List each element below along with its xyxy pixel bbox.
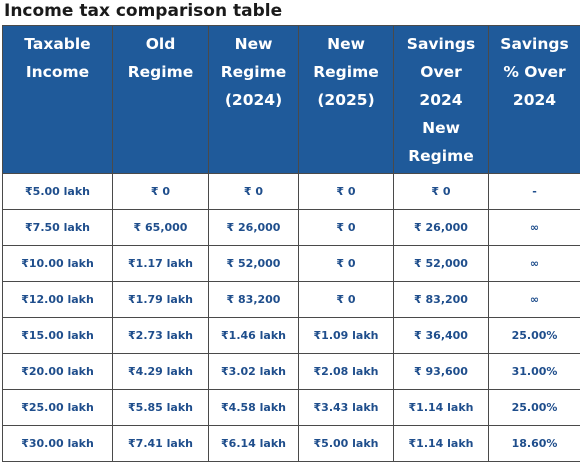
- cell-taxable-income: ₹30.00 lakh: [2, 425, 113, 462]
- page-title: Income tax comparison table: [4, 1, 283, 21]
- cell-new-regime-2024: ₹ 0: [208, 173, 299, 210]
- header-row: Taxable Income Old Regime New Regime (2024) New…: [2, 25, 580, 174]
- table-body: ₹5.00 lakh ₹ 0 ₹ 0 ₹ 0 ₹ 0- ₹7.50 lakh ₹ 65,00…: [2, 173, 580, 462]
- cell-new-regime-2024: ₹ 26,000: [208, 209, 299, 246]
- cell-taxable-income: ₹7.50 lakh: [2, 209, 113, 246]
- cell-savings-over-2024: ₹ 83,200: [393, 281, 489, 318]
- cell-savings-over-2024: ₹ 52,000: [393, 245, 489, 282]
- cell-savings-percent: 18.60%: [488, 425, 580, 462]
- header-line: (2024): [224, 91, 283, 109]
- cell-old-regime: ₹ 0: [112, 173, 209, 210]
- cell-new-regime-2025: ₹ 0: [298, 245, 394, 282]
- header-line: 2024: [512, 91, 557, 109]
- cell-new-regime-2024: ₹3.02 lakh: [208, 353, 299, 390]
- cell-new-regime-2024: ₹6.14 lakh: [208, 425, 299, 462]
- income-tax-comparison-table: Taxable Income Old Regime New Regime (2024) New…: [2, 25, 580, 462]
- cell-savings-percent: 31.00%: [488, 353, 580, 390]
- header-new-regime-2024: New Regime (2024): [208, 25, 299, 174]
- header-line: Taxable: [24, 35, 91, 53]
- cell-new-regime-2025: ₹ 0: [298, 209, 394, 246]
- header-line: Income: [25, 63, 90, 81]
- header-line: (2025): [317, 91, 375, 109]
- cell-savings-percent: 25.00%: [488, 317, 580, 354]
- cell-taxable-income: ₹15.00 lakh: [2, 317, 113, 354]
- header-line: Regime: [220, 63, 287, 81]
- table-row: ₹30.00 lakh ₹7.41 lakh ₹6.14 lakh ₹5.00 lak…: [2, 425, 580, 462]
- cell-savings-over-2024: ₹1.14 lakh: [393, 389, 489, 426]
- cell-savings-over-2024: ₹1.14 lakh: [393, 425, 489, 462]
- cell-savings-percent: ∞: [488, 245, 580, 282]
- cell-old-regime: ₹5.85 lakh: [112, 389, 209, 426]
- cell-taxable-income: ₹12.00 lakh: [2, 281, 113, 318]
- table-row: ₹20.00 lakh ₹4.29 lakh ₹3.02 lakh ₹2.08 lak…: [2, 353, 580, 390]
- header-new-regime-2025: New Regime (2025): [298, 25, 394, 174]
- cell-savings-percent: ∞: [488, 281, 580, 318]
- cell-new-regime-2024: ₹ 83,200: [208, 281, 299, 318]
- header-line: Old: [145, 35, 176, 53]
- cell-savings-percent: 25.00%: [488, 389, 580, 426]
- cell-savings-over-2024: ₹ 93,600: [393, 353, 489, 390]
- cell-new-regime-2024: ₹1.46 lakh: [208, 317, 299, 354]
- table-row: ₹15.00 lakh ₹2.73 lakh ₹1.46 lakh ₹1.09 lak…: [2, 317, 580, 354]
- cell-old-regime: ₹1.17 lakh: [112, 245, 209, 282]
- cell-taxable-income: ₹5.00 lakh: [2, 173, 113, 210]
- table-row: ₹7.50 lakh ₹ 65,000 ₹ 26,000 ₹ 0 ₹ 26,000 ∞: [2, 209, 580, 246]
- header-old-regime: Old Regime: [112, 25, 209, 174]
- cell-savings-over-2024: ₹ 0: [393, 173, 489, 210]
- header-taxable-income: Taxable Income: [2, 25, 113, 174]
- cell-savings-percent: ∞: [488, 209, 580, 246]
- cell-new-regime-2024: ₹ 52,000: [208, 245, 299, 282]
- cell-new-regime-2024: ₹4.58 lakh: [208, 389, 299, 426]
- cell-taxable-income: ₹20.00 lakh: [2, 353, 113, 390]
- cell-taxable-income: ₹10.00 lakh: [2, 245, 113, 282]
- table-row: ₹10.00 lakh ₹1.17 lakh ₹ 52,000 ₹ 0 ₹ 52,000…: [2, 245, 580, 282]
- cell-savings-over-2024: ₹ 26,000: [393, 209, 489, 246]
- cell-taxable-income: ₹25.00 lakh: [2, 389, 113, 426]
- cell-savings-percent: -: [488, 173, 580, 210]
- header-line: 2024: [419, 91, 463, 109]
- header-line: New: [422, 119, 460, 137]
- cell-old-regime: ₹ 65,000: [112, 209, 209, 246]
- header-savings-percent-over-2024: Savings % Over 2024: [488, 25, 580, 174]
- cell-old-regime: ₹4.29 lakh: [112, 353, 209, 390]
- header-savings-over-2024: Savings Over 2024 New Regime: [393, 25, 489, 174]
- cell-new-regime-2025: ₹ 0: [298, 173, 394, 210]
- cell-new-regime-2025: ₹2.08 lakh: [298, 353, 394, 390]
- cell-savings-over-2024: ₹ 36,400: [393, 317, 489, 354]
- cell-new-regime-2025: ₹5.00 lakh: [298, 425, 394, 462]
- header-line: % Over: [503, 63, 566, 81]
- cell-new-regime-2025: ₹3.43 lakh: [298, 389, 394, 426]
- header-line: Regime: [408, 147, 474, 165]
- cell-old-regime: ₹1.79 lakh: [112, 281, 209, 318]
- header-line: Regime: [313, 63, 379, 81]
- table-row: ₹25.00 lakh ₹5.85 lakh ₹4.58 lakh ₹3.43 lak…: [2, 389, 580, 426]
- cell-new-regime-2025: ₹ 0: [298, 281, 394, 318]
- header-line: Savings: [500, 35, 569, 53]
- cell-new-regime-2025: ₹1.09 lakh: [298, 317, 394, 354]
- header-line: New: [327, 35, 365, 53]
- cell-old-regime: ₹7.41 lakh: [112, 425, 209, 462]
- header-line: Over: [420, 63, 462, 81]
- header-line: Regime: [127, 63, 194, 81]
- header-line: Savings: [406, 35, 476, 53]
- table-row: ₹5.00 lakh ₹ 0 ₹ 0 ₹ 0 ₹ 0-: [2, 173, 580, 210]
- header-line: New: [234, 35, 273, 53]
- cell-old-regime: ₹2.73 lakh: [112, 317, 209, 354]
- table-row: ₹12.00 lakh ₹1.79 lakh ₹ 83,200 ₹ 0 ₹ 83,200…: [2, 281, 580, 318]
